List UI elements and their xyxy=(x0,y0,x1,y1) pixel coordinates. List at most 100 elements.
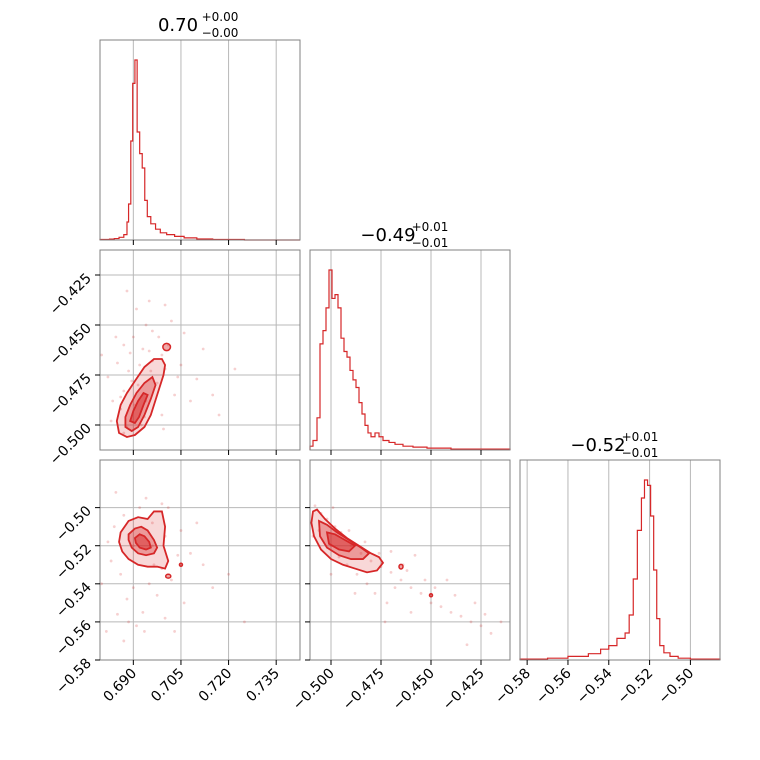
scatter-2-vs-1-point-25 xyxy=(144,323,148,327)
scatter-3-vs-1-point-7 xyxy=(131,586,135,590)
scatter-3-vs-1-point-20 xyxy=(106,540,110,544)
scatter-3-vs-1-point-38 xyxy=(166,506,170,510)
scatter-3-vs-2-point-44 xyxy=(329,572,333,576)
scatter-3-vs-1-point-8 xyxy=(147,582,151,586)
scatter-2-vs-1-point-16 xyxy=(195,377,199,381)
scatter-3-vs-2-point-45 xyxy=(353,591,357,595)
hist-param-3-title-sup: +0.01 xyxy=(622,430,659,444)
scatter-3-vs-2-point-24 xyxy=(365,582,369,586)
scatter-3-vs-1-point-22 xyxy=(160,502,164,506)
scatter-3-vs-1-yticklabel-2: −0.54 xyxy=(53,579,95,621)
scatter-3-vs-2-point-27 xyxy=(393,586,397,590)
scatter-2-vs-1-contour-2 xyxy=(129,391,149,425)
scatter-2-vs-1-yticklabel-0: −0.500 xyxy=(47,421,95,469)
hist-param-2-title-sub: −0.01 xyxy=(412,236,449,250)
scatter-2-vs-1-point-32 xyxy=(170,319,173,323)
hist-param-2-title-sup: +0.01 xyxy=(412,220,449,234)
scatter-2-vs-1-point-47 xyxy=(122,343,126,347)
scatter-3-vs-2-point-48 xyxy=(445,578,449,582)
scatter-3-vs-2-point-7 xyxy=(369,559,373,563)
scatter-2-vs-1-point-3 xyxy=(147,349,151,353)
scatter-2-vs-1-point-41 xyxy=(147,299,151,303)
scatter-2-vs-1-point-18 xyxy=(160,413,164,417)
hist-param-1-vgrid xyxy=(132,40,277,240)
scatter-3-vs-2-point-6 xyxy=(359,551,363,555)
hist-param-1-title-sub: −0.00 xyxy=(202,26,239,40)
scatter-3-vs-2-island-0 xyxy=(398,563,404,570)
scatter-3-vs-1-yticklabel-3: −0.52 xyxy=(53,541,95,583)
scatter-2-vs-1-point-14 xyxy=(150,329,154,333)
scatter-3-vs-2-point-17 xyxy=(469,620,473,624)
scatter-3-vs-2-xticklabel-2: −0.450 xyxy=(390,666,438,714)
scatter-2-vs-1-point-28 xyxy=(136,383,140,387)
scatter-3-vs-2-point-46 xyxy=(383,620,387,624)
scatter-3-vs-2-xticklabel-3: −0.425 xyxy=(440,666,488,714)
scatter-3-vs-2-point-16 xyxy=(459,614,463,618)
hist-param-3-vgrid xyxy=(526,460,691,660)
hist-param-1-title-sup: +0.00 xyxy=(202,10,239,24)
scatter-3-vs-2-point-0 xyxy=(313,504,317,508)
hist-param-3-xticklabel-2: −0.54 xyxy=(574,665,616,707)
scatter-3-vs-1-point-15 xyxy=(189,551,192,555)
scatter-3-vs-2-xticklabel-1: −0.475 xyxy=(340,666,388,714)
scatter-3-vs-1-point-19 xyxy=(150,544,154,548)
scatter-3-vs-1-point-31 xyxy=(227,572,230,576)
scatter-2-vs-1-point-13 xyxy=(109,419,113,423)
scatter-3-vs-1-point-11 xyxy=(125,597,129,601)
scatter-2-vs-1-point-4 xyxy=(160,353,164,357)
scatter-2-vs-1-point-9 xyxy=(155,381,159,385)
scatter-2-vs-1-point-23 xyxy=(106,375,110,379)
scatter-3-vs-1-point-32 xyxy=(114,490,118,494)
scatter-3-vs-2-point-38 xyxy=(433,586,437,590)
scatter-3-vs-1-point-2 xyxy=(138,506,142,510)
scatter-3-vs-1-vgrid xyxy=(132,460,277,660)
hist-param-3-title-sub: −0.01 xyxy=(622,446,659,460)
scatter-2-vs-1-point-1 xyxy=(130,379,134,383)
scatter-3-vs-1-point-34 xyxy=(173,630,177,633)
scatter-3-vs-2-xticklabel-0: −0.500 xyxy=(290,666,338,714)
scatter-3-vs-2-hgrid xyxy=(310,507,510,661)
scatter-3-vs-2-point-31 xyxy=(331,506,335,510)
scatter-3-vs-2-point-28 xyxy=(405,569,409,572)
scatter-3-vs-1-point-3 xyxy=(150,521,154,525)
scatter-3-vs-2-point-25 xyxy=(373,591,377,595)
scatter-2-vs-1-vgrid xyxy=(132,250,277,450)
scatter-2-vs-1-point-0 xyxy=(122,389,126,393)
scatter-2-vs-1-point-15 xyxy=(135,307,138,311)
hist-param-2-vgrid xyxy=(330,250,482,450)
scatter-3-vs-1-point-18 xyxy=(135,624,138,628)
scatter-2-vs-1-point-42 xyxy=(125,289,129,293)
scatter-2-vs-1-point-38 xyxy=(211,393,215,397)
scatter-3-vs-1-xticklabel-0: 0.690 xyxy=(100,666,140,706)
scatter-2-vs-1-point-48 xyxy=(176,375,180,379)
scatter-3-vs-2-point-41 xyxy=(483,612,487,616)
scatter-3-vs-2-contour-2 xyxy=(325,531,357,553)
scatter-2-vs-1-point-31 xyxy=(114,335,118,339)
scatter-2-vs-1-yticklabel-3: −0.425 xyxy=(47,271,95,319)
scatter-3-vs-2-point-29 xyxy=(413,553,417,557)
scatter-3-vs-2-points xyxy=(311,504,503,647)
scatter-3-vs-2-point-15 xyxy=(449,610,453,614)
scatter-3-vs-1-point-17 xyxy=(116,612,119,616)
scatter-2-vs-1-frame xyxy=(99,249,301,451)
scatter-3-vs-1-point-37 xyxy=(243,620,246,624)
scatter-3-vs-2-point-42 xyxy=(499,620,503,624)
scatter-3-vs-1-point-16 xyxy=(201,563,205,567)
hist-param-1-frame xyxy=(99,39,301,241)
scatter-2-vs-1-point-29 xyxy=(157,335,161,339)
scatter-3-vs-1-point-39 xyxy=(104,630,108,633)
scatter-3-vs-1-point-29 xyxy=(195,521,199,525)
scatter-2-vs-1-point-10 xyxy=(131,335,135,339)
scatter-3-vs-1-frame xyxy=(99,459,301,661)
scatter-3-vs-1-point-25 xyxy=(211,586,215,590)
scatter-3-vs-2-point-12 xyxy=(419,591,423,595)
hist-param-3-xticklabel-0: −0.58 xyxy=(492,666,534,708)
scatter-3-vs-2-point-34 xyxy=(377,551,381,555)
scatter-3-vs-1-point-13 xyxy=(155,593,159,597)
scatter-3-vs-1-point-1 xyxy=(122,513,126,517)
scatter-3-vs-1-point-12 xyxy=(141,610,145,614)
scatter-2-vs-1-point-19 xyxy=(173,393,177,397)
scatter-3-vs-2-point-35 xyxy=(389,550,393,553)
scatter-2-vs-1-point-49 xyxy=(141,347,145,351)
scatter-2-vs-1-point-20 xyxy=(139,423,143,427)
